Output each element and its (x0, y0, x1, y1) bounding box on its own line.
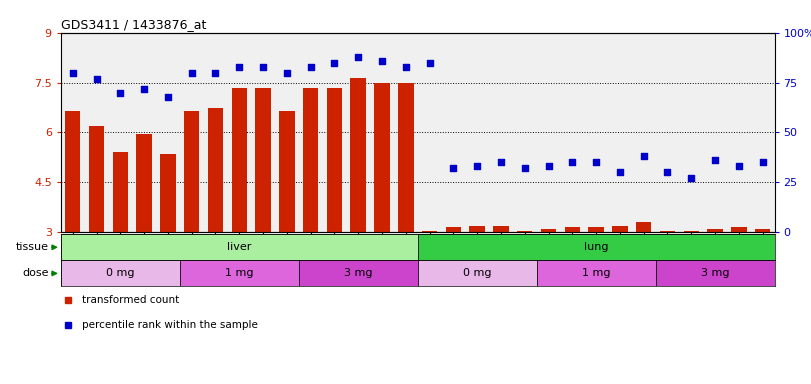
Text: lung: lung (584, 242, 608, 252)
Bar (684, 231, 699, 232)
Point (209, 70, 222, 76)
Text: 0 mg: 0 mg (106, 268, 135, 278)
Bar (636, 222, 651, 232)
Bar (65, 111, 80, 232)
Bar (422, 231, 437, 232)
Text: 0 mg: 0 mg (463, 268, 491, 278)
Bar (180, 260, 298, 286)
Point (281, 70, 294, 76)
Bar (470, 226, 485, 232)
Bar (61, 260, 180, 286)
Bar (231, 88, 247, 232)
Point (161, 93, 174, 99)
Point (67, 70, 79, 76)
Point (114, 89, 127, 96)
Bar (279, 111, 294, 232)
Point (185, 70, 198, 76)
Bar (350, 78, 366, 232)
Bar (61, 234, 418, 260)
Point (518, 166, 531, 172)
Bar (298, 260, 418, 286)
Point (566, 159, 579, 166)
Point (375, 58, 388, 64)
Text: 3 mg: 3 mg (344, 268, 372, 278)
Bar (136, 134, 152, 232)
Point (470, 163, 483, 169)
Point (613, 169, 626, 175)
Point (709, 157, 722, 164)
Bar (398, 83, 414, 232)
Bar (160, 154, 176, 232)
Bar (755, 229, 770, 232)
Bar (707, 229, 723, 232)
Point (661, 169, 674, 175)
Bar (327, 88, 342, 232)
Bar (659, 231, 676, 232)
Bar (537, 260, 655, 286)
Point (684, 175, 697, 182)
Text: percentile rank within the sample: percentile rank within the sample (82, 320, 258, 330)
Bar (255, 88, 271, 232)
Point (542, 163, 555, 169)
Bar (564, 227, 580, 232)
Point (637, 153, 650, 159)
Text: 3 mg: 3 mg (701, 268, 729, 278)
Point (90, 76, 103, 82)
Point (328, 60, 341, 66)
Bar (208, 108, 223, 232)
Bar (588, 227, 604, 232)
Bar (445, 227, 461, 232)
Text: dose: dose (23, 268, 49, 278)
Text: GDS3411 / 1433876_at: GDS3411 / 1433876_at (61, 18, 206, 31)
Point (233, 63, 246, 70)
Text: 1 mg: 1 mg (581, 268, 611, 278)
Point (256, 63, 269, 70)
Text: tissue: tissue (16, 242, 49, 252)
Bar (493, 226, 508, 232)
Bar (612, 226, 628, 232)
Point (447, 166, 460, 172)
Point (352, 53, 365, 60)
Text: liver: liver (227, 242, 251, 252)
Bar (731, 227, 747, 232)
Bar (374, 83, 390, 232)
Bar (418, 260, 537, 286)
Point (590, 159, 603, 166)
Text: transformed count: transformed count (82, 295, 179, 305)
Point (423, 60, 436, 66)
Text: 1 mg: 1 mg (225, 268, 254, 278)
Point (138, 86, 151, 92)
Bar (88, 126, 105, 232)
Point (399, 63, 412, 70)
Bar (541, 229, 556, 232)
Point (732, 163, 745, 169)
Bar (517, 231, 533, 232)
Point (756, 159, 769, 166)
Bar (303, 88, 319, 232)
Bar (113, 152, 128, 232)
Point (495, 159, 508, 166)
Bar (418, 234, 775, 260)
Bar (184, 111, 200, 232)
Bar (655, 260, 775, 286)
Point (304, 63, 317, 70)
